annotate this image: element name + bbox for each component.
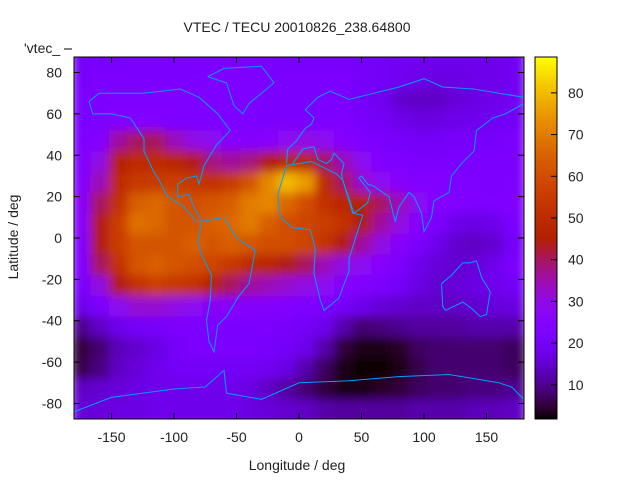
heatmap-cell [352,399,377,419]
heatmap-cell [390,399,414,419]
x-tick-label: 150 [475,429,499,445]
colorbar-tick-label: 50 [568,210,584,226]
coastlines [74,65,524,413]
heatmap-cell [277,399,302,419]
x-tick-label: -100 [160,429,188,445]
x-axis: -150 -100 -50 0 50 100 150 [97,57,498,445]
y-axis-label: Latitude / deg [5,195,21,280]
colorbar-tick-label: 80 [568,85,584,101]
y-tick-label: -60 [42,354,62,370]
heatmap-cell [296,399,321,419]
y-axis: -80 -60 -40 -20 0 20 40 60 80 [42,65,524,411]
y-tick-label: -40 [42,313,62,329]
heatmap-cell [109,399,133,419]
heatmap-cell [465,399,489,419]
x-tick-label: 0 [295,429,303,445]
colorbar-tick-label: 60 [568,168,584,184]
heatmap-cell [315,399,339,419]
heatmap-cell [502,399,524,419]
heatmap-cell [165,399,189,419]
coastline [277,160,364,312]
x-tick-label: 50 [354,429,370,445]
coastline [74,369,524,413]
heatmap-cell [446,399,471,419]
y-tick-label: -20 [42,271,62,287]
heatmap-cell [127,399,152,419]
colorbar-tick-label: 20 [568,335,584,351]
coastline [88,88,231,222]
colorbar-tick-label: 10 [568,377,584,393]
heatmap-cell [74,399,96,419]
coastline [292,103,524,234]
colorbar-tick-label: 70 [568,127,584,143]
heatmap-cells [74,57,524,419]
y-tick-label: 20 [46,189,62,205]
heatmap-cell [371,399,396,419]
x-tick-label: 100 [412,429,436,445]
heatmap-cell [409,399,433,419]
coastline [441,260,491,318]
heatmap-cell [259,399,283,419]
legend-entry: 'vtec_ [24,40,60,56]
heatmap-cell [221,399,246,419]
heatmap-cell [146,399,171,419]
y-tick-label: -80 [42,395,62,411]
y-tick-label: 40 [46,147,62,163]
heatmap-cell [334,399,358,419]
coastline [197,216,256,354]
colorbar-axis: 10 20 30 40 50 60 70 80 [551,85,584,393]
colorbar-tick-label: 40 [568,252,584,268]
heatmap-cell [202,399,227,419]
x-tick-label: -50 [226,429,246,445]
heatmap-cell [184,399,208,419]
y-tick-label: 60 [46,106,62,122]
x-axis-label: Longitude / deg [249,457,346,473]
coastline [207,65,275,115]
coastline [286,78,524,164]
colorbar-tick-label: 30 [568,293,584,309]
colorbar [534,56,558,420]
heatmap-cell [240,399,264,419]
heatmap-cell [427,399,452,419]
x-tick-label: -150 [97,429,125,445]
y-tick-label: 0 [54,230,62,246]
y-tick-label: 80 [46,65,62,81]
chart-title: VTEC / TECU 20010826_238.64800 [183,19,410,35]
heatmap-cell [90,399,114,419]
heatmap-cell [484,399,508,419]
